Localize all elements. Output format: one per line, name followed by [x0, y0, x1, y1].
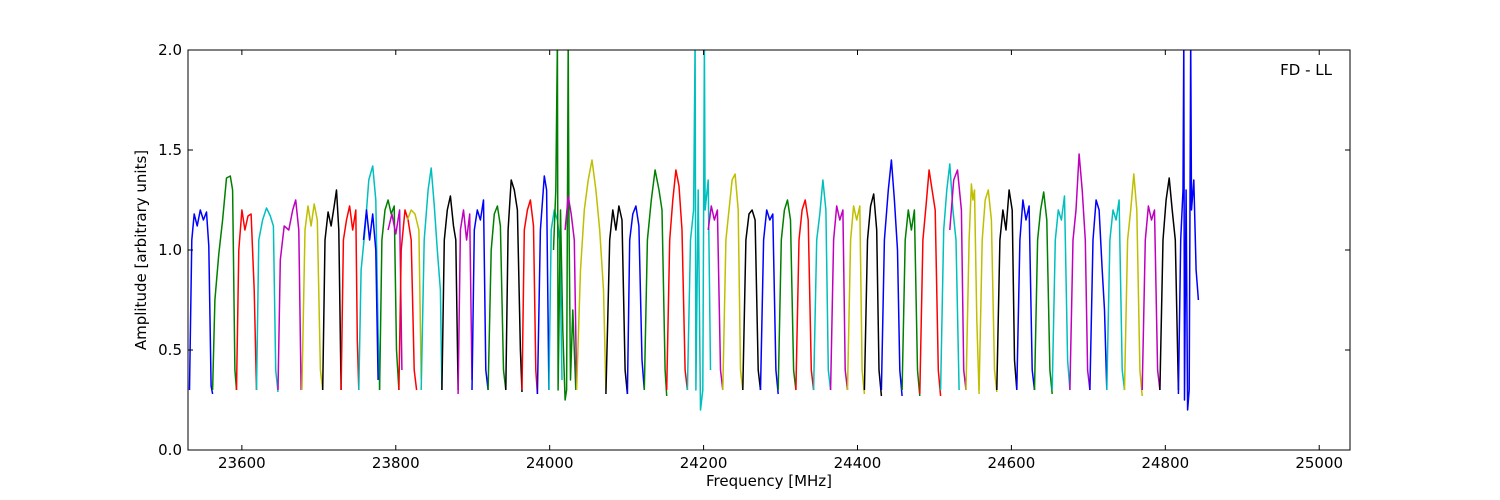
series-line-9	[362, 209, 379, 381]
x-tick-label: 24200	[680, 454, 728, 472]
series-line-46	[965, 183, 980, 395]
series-line-13	[406, 209, 422, 381]
series-line-40	[863, 193, 883, 397]
series-line-58	[1177, 50, 1200, 411]
y-axis-ticks: 0.0 0.5 1.0 1.5 2.0	[158, 41, 1350, 459]
y-tick-label: 1.5	[158, 141, 182, 159]
series-line-26	[605, 205, 629, 395]
series-line-52	[1069, 153, 1091, 391]
series-line-39	[846, 205, 866, 395]
series-line-57	[1159, 177, 1180, 391]
y-tick-label: 0.0	[158, 441, 182, 459]
y-axis-label: Amplitude [arbitrary units]	[132, 150, 150, 350]
series-line-31	[707, 205, 724, 391]
x-tick-label: 25000	[1295, 454, 1343, 472]
series-line-0	[188, 209, 214, 395]
series-line-1	[211, 175, 238, 391]
series-line-33	[742, 209, 762, 391]
series-line-25	[575, 159, 607, 391]
series-line-7	[340, 205, 360, 391]
series-line-50	[1033, 191, 1053, 395]
series-line-38	[829, 205, 849, 391]
series-line-5	[301, 203, 324, 391]
x-tick-label: 23600	[218, 454, 266, 472]
y-tick-label: 2.0	[158, 41, 182, 59]
series-line-32	[722, 173, 744, 391]
series-line-8	[358, 165, 381, 391]
series-line-30	[686, 50, 712, 411]
series-line-42	[901, 209, 921, 397]
series-line-20	[521, 199, 539, 395]
series-line-3	[255, 207, 279, 393]
series-line-4	[277, 199, 302, 391]
series-line-28	[643, 169, 668, 397]
series-line-34	[759, 209, 779, 395]
series-line-56	[1141, 205, 1161, 391]
y-tick-label: 0.5	[158, 341, 182, 359]
x-tick-label: 24000	[526, 454, 574, 472]
series-line-2	[235, 209, 258, 391]
x-axis-label: Frequency [MHz]	[706, 472, 832, 490]
series-line-14	[420, 167, 443, 391]
series-line-29	[665, 169, 689, 391]
series-line-54	[1106, 199, 1126, 391]
series-line-36	[795, 199, 815, 391]
series-line-53	[1089, 199, 1108, 391]
x-tick-label: 24400	[834, 454, 882, 472]
series-line-49	[1016, 199, 1036, 391]
series-line-47	[978, 189, 998, 393]
series-line-18	[487, 205, 507, 391]
series-line-45	[949, 169, 967, 391]
series-line-6	[321, 189, 342, 391]
series-line-37	[812, 179, 832, 391]
series-line-35	[777, 199, 797, 391]
x-tick-label: 24800	[1141, 454, 1189, 472]
series-line-48	[996, 189, 1018, 391]
series-line-23	[552, 50, 577, 401]
series-line-16	[457, 209, 473, 395]
series-line-24	[564, 195, 578, 387]
series-line-43	[919, 169, 942, 397]
series-line-41	[880, 159, 903, 397]
series-line-17	[471, 199, 489, 391]
series-line-15	[441, 195, 459, 391]
x-tick-label: 23800	[372, 454, 420, 472]
series-line-44	[939, 163, 960, 391]
y-tick-label: 1.0	[158, 241, 182, 259]
series-line-21	[536, 175, 550, 395]
series-line-19	[505, 179, 523, 393]
series-line-10	[378, 199, 400, 391]
x-axis-ticks: 23600 23800 24000 24200 24400 24600 24800 25000	[218, 50, 1343, 472]
series-line-51	[1051, 195, 1071, 391]
x-tick-label: 24600	[988, 454, 1036, 472]
chart-annotation: FD - LL	[1280, 61, 1332, 79]
series-line-55	[1123, 173, 1143, 397]
series-layer	[188, 50, 1200, 411]
series-line-27	[626, 205, 646, 395]
